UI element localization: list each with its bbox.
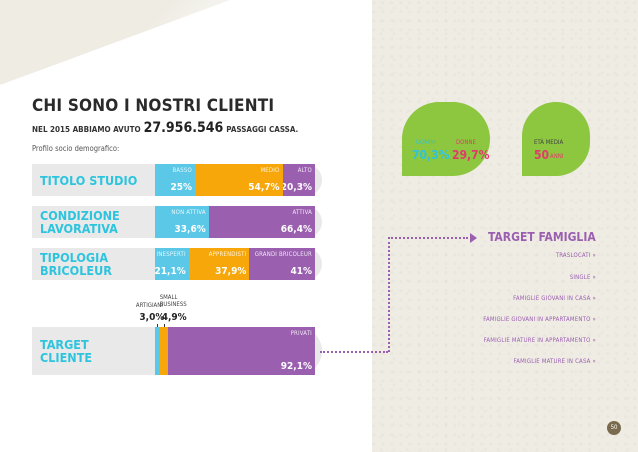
- segment-value: 33,6%: [174, 224, 206, 235]
- page-title: CHI SONO I NOSTRI CLIENTI: [32, 96, 275, 116]
- gender-badge: [402, 102, 490, 176]
- segment-label: NON ATTIVA: [171, 209, 206, 216]
- subtitle: Profilo socio demografico:: [32, 144, 120, 153]
- row-label-titolo-studio: TITOLO STUDIO: [40, 173, 138, 188]
- bar-segment-privati: PRIVATI 92,1%: [167, 327, 315, 375]
- bar-segment-alto: ALTO 20,3%: [282, 164, 315, 196]
- segment-label: BASSO: [172, 167, 192, 174]
- bar-segment-grandi-bricoleur: GRANDI BRICOLEUR 41%: [249, 248, 315, 280]
- segment-label: ARTIGIANI: [135, 302, 163, 309]
- connector-dots-vertical: [388, 237, 390, 352]
- uomini-label: UOMINI: [416, 139, 437, 146]
- bar-segment-apprendisti: APPRENDISTI 37,9%: [188, 248, 250, 280]
- segment-label: ATTIVA: [292, 209, 312, 216]
- connector-dots-horizontal: [388, 237, 468, 239]
- segment-label: ALTO: [297, 167, 312, 174]
- famiglia-item[interactable]: TRASLOCATI »: [555, 252, 596, 259]
- age-unit: ANNI: [550, 153, 564, 160]
- segment-label: SMALL BUSINESS: [159, 294, 187, 308]
- age-value: 50: [534, 148, 550, 162]
- age-label: ETÀ MEDIA: [534, 139, 564, 146]
- segment-value: 21,1%: [155, 266, 186, 277]
- segment-label: PRIVATI: [290, 330, 312, 337]
- intro-number: 27.956.546: [143, 120, 224, 136]
- bar-segment-medio: MEDIO 54,7%: [195, 164, 283, 196]
- segment-label: APPRENDISTI: [208, 251, 247, 258]
- bar-segment-attiva: ATTIVA 66,4%: [208, 206, 315, 238]
- famiglia-item[interactable]: FAMIGLIE MATURE IN APPARTAMENTO »: [483, 337, 596, 344]
- intro-prefix: NEL 2015 ABBIAMO AVUTO: [32, 125, 141, 134]
- segment-label: GRANDI BRICOLEUR: [254, 251, 312, 258]
- donne-value: 29,7%: [452, 148, 490, 162]
- segment-value: 4,9%: [161, 312, 187, 323]
- bar-segment-inesperti: INESPERTI 21,1%: [155, 248, 189, 280]
- famiglia-item[interactable]: FAMIGLIE GIOVANI IN CASA »: [513, 295, 596, 302]
- segment-value: 37,9%: [215, 266, 247, 277]
- leader-line: [157, 324, 159, 327]
- famiglia-item[interactable]: SINGLE »: [569, 274, 596, 281]
- intro-suffix: PASSAGGI CASSA.: [226, 125, 299, 134]
- bar-segment-non-attiva: NON ATTIVA 33,6%: [155, 206, 209, 238]
- bar-segment-artigiani: [155, 327, 160, 375]
- arrow-right-icon: [470, 233, 477, 243]
- segment-value: 54,7%: [248, 182, 280, 193]
- famiglia-item[interactable]: FAMIGLIE GIOVANI IN APPARTAMENTO »: [483, 316, 596, 323]
- age-badge: [522, 102, 590, 176]
- donne-label: DONNE: [456, 139, 476, 146]
- segment-value: 66,4%: [280, 224, 312, 235]
- row-label-target-cliente: TARGET CLIENTE: [40, 337, 93, 365]
- textured-background: [372, 0, 638, 452]
- bar-segment-small-business: [159, 327, 168, 375]
- textured-corner: [0, 0, 230, 85]
- famiglia-item[interactable]: FAMIGLIE MATURE IN CASA »: [513, 358, 596, 365]
- segment-label: INESPERTI: [156, 251, 186, 258]
- page-number: 50: [607, 421, 621, 435]
- segment-value: 25%: [170, 182, 192, 193]
- leader-line: [163, 324, 165, 327]
- row-label-tipologia-bricoleur: TIPOLOGIA BRICOLEUR: [40, 250, 112, 278]
- uomini-value: 70,3%: [412, 148, 450, 162]
- segment-value: 92,1%: [280, 361, 312, 372]
- connector-dots-bottom: [320, 351, 388, 353]
- target-famiglia-title: TARGET FAMIGLIA: [488, 230, 596, 244]
- row-label-condizione-lavorativa: CONDIZIONE LAVORATIVA: [40, 208, 120, 236]
- segment-value: 41%: [290, 266, 312, 277]
- segment-value: 20,3%: [282, 182, 312, 193]
- intro-line: NEL 2015 ABBIAMO AVUTO 27.956.546 PASSAG…: [32, 120, 298, 136]
- segment-label: MEDIO: [260, 167, 280, 174]
- bar-segment-basso: BASSO 25%: [155, 164, 195, 196]
- segment-value: 3,0%: [139, 312, 165, 323]
